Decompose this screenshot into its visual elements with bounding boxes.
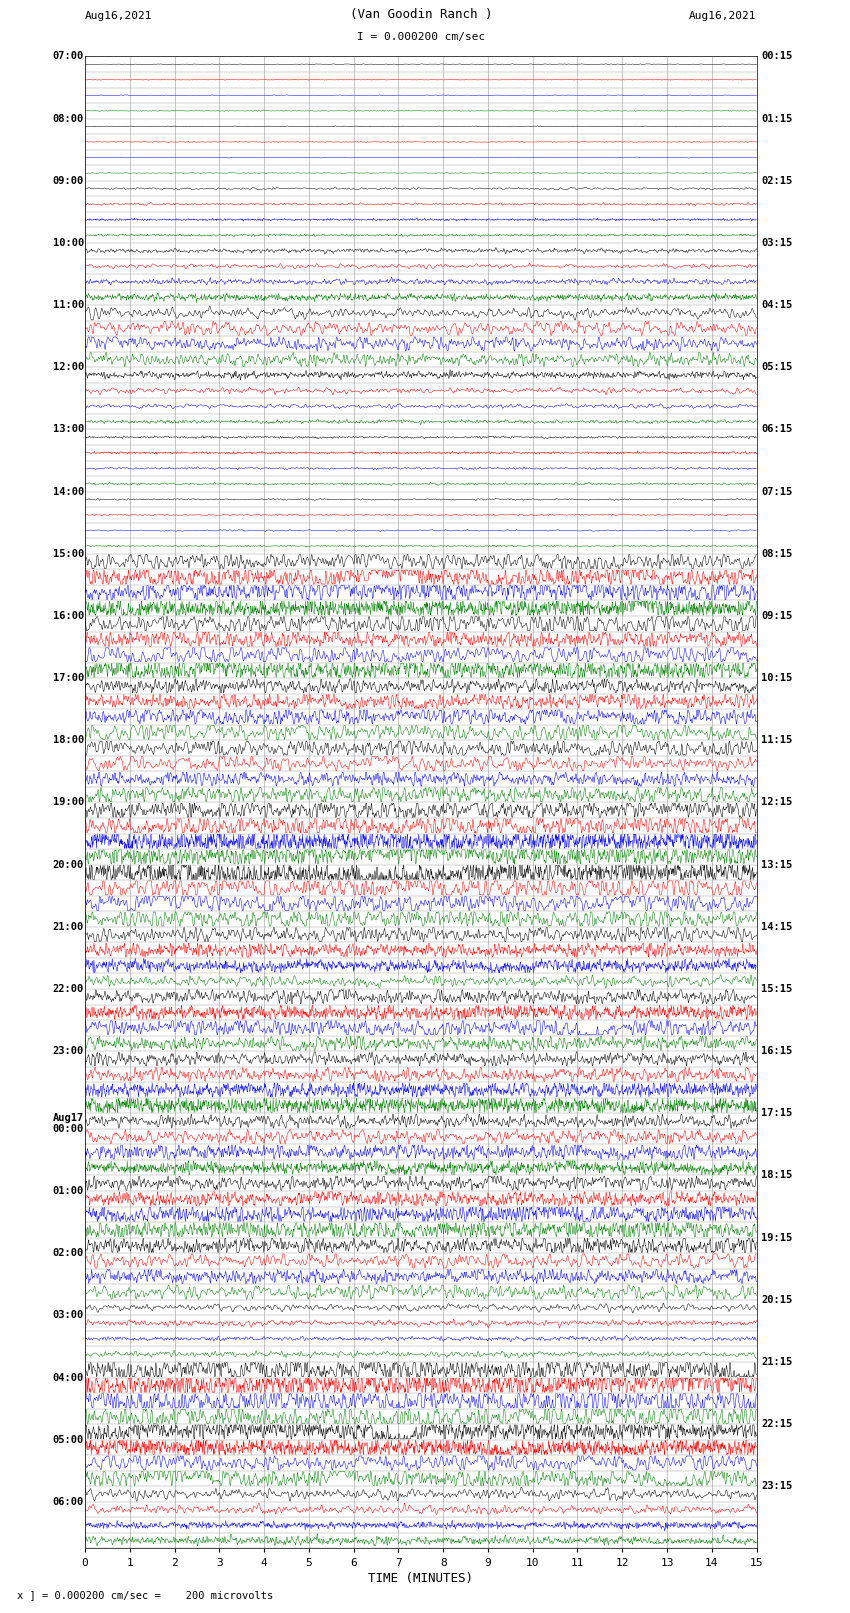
Text: 08:15: 08:15	[761, 548, 792, 558]
Text: 09:15: 09:15	[761, 611, 792, 621]
Text: 21:15: 21:15	[761, 1357, 792, 1366]
Text: 06:15: 06:15	[761, 424, 792, 434]
Text: 15:00: 15:00	[53, 548, 84, 558]
Text: 09:00: 09:00	[53, 176, 84, 185]
Text: Aug17: Aug17	[53, 1113, 84, 1123]
Text: 11:15: 11:15	[761, 736, 792, 745]
Text: 01:00: 01:00	[53, 1186, 84, 1195]
Text: 20:00: 20:00	[53, 860, 84, 869]
Text: 08:00: 08:00	[53, 113, 84, 124]
Text: 03:15: 03:15	[761, 239, 792, 248]
Text: 01:15: 01:15	[761, 113, 792, 124]
Text: 16:00: 16:00	[53, 611, 84, 621]
Text: I = 0.000200 cm/sec: I = 0.000200 cm/sec	[357, 32, 484, 42]
Text: 14:00: 14:00	[53, 487, 84, 497]
Text: 23:15: 23:15	[761, 1481, 792, 1492]
Text: 04:00: 04:00	[53, 1373, 84, 1382]
Text: 02:15: 02:15	[761, 176, 792, 185]
Text: 12:00: 12:00	[53, 363, 84, 373]
Text: 23:00: 23:00	[53, 1047, 84, 1057]
Text: 13:15: 13:15	[761, 860, 792, 869]
Text: 15:15: 15:15	[761, 984, 792, 994]
Text: 07:00: 07:00	[53, 52, 84, 61]
Text: 13:00: 13:00	[53, 424, 84, 434]
Text: 10:00: 10:00	[53, 239, 84, 248]
Text: 03:00: 03:00	[53, 1310, 84, 1321]
Text: (Van Goodin Ranch ): (Van Goodin Ranch )	[349, 8, 492, 21]
Text: 14:15: 14:15	[761, 921, 792, 932]
Text: 17:00: 17:00	[53, 673, 84, 684]
Text: 19:15: 19:15	[761, 1232, 792, 1242]
Text: 04:15: 04:15	[761, 300, 792, 310]
Text: 07:15: 07:15	[761, 487, 792, 497]
Text: 16:15: 16:15	[761, 1047, 792, 1057]
Text: x ] = 0.000200 cm/sec =    200 microvolts: x ] = 0.000200 cm/sec = 200 microvolts	[17, 1590, 273, 1600]
Text: 06:00: 06:00	[53, 1497, 84, 1507]
Text: 00:00: 00:00	[53, 1124, 84, 1134]
Text: 22:15: 22:15	[761, 1419, 792, 1429]
Text: 22:00: 22:00	[53, 984, 84, 994]
Text: 10:15: 10:15	[761, 673, 792, 684]
Text: 19:00: 19:00	[53, 797, 84, 808]
Text: 17:15: 17:15	[761, 1108, 792, 1118]
X-axis label: TIME (MINUTES): TIME (MINUTES)	[368, 1571, 473, 1584]
Text: 20:15: 20:15	[761, 1295, 792, 1305]
Text: 12:15: 12:15	[761, 797, 792, 808]
Text: 11:00: 11:00	[53, 300, 84, 310]
Text: Aug16,2021: Aug16,2021	[85, 11, 152, 21]
Text: 00:15: 00:15	[761, 52, 792, 61]
Text: 18:15: 18:15	[761, 1171, 792, 1181]
Text: 05:15: 05:15	[761, 363, 792, 373]
Text: 05:00: 05:00	[53, 1434, 84, 1445]
Text: Aug16,2021: Aug16,2021	[689, 11, 756, 21]
Text: 21:00: 21:00	[53, 921, 84, 932]
Text: 02:00: 02:00	[53, 1248, 84, 1258]
Text: 18:00: 18:00	[53, 736, 84, 745]
